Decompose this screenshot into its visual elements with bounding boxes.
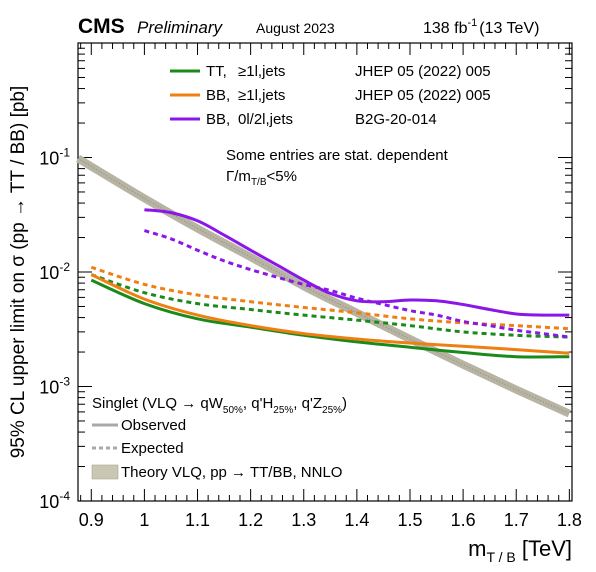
width-note-sub: T/B <box>251 177 267 188</box>
observed-curve <box>90 278 570 359</box>
x-axis-title: mT / B [TeV] <box>468 536 572 565</box>
singlet-w-sub: 50% <box>223 405 243 416</box>
x-tick-label: 1.2 <box>238 510 263 530</box>
data-curves <box>75 155 571 418</box>
legend-channel-tt: ≥1l,jets <box>238 63 285 80</box>
singlet-title-end: ) <box>342 395 347 412</box>
lumi-exponent: -1 <box>467 17 477 29</box>
singlet-title-z: , q'Z <box>293 395 322 412</box>
y-tick-label: 10-4 <box>39 489 70 512</box>
axis-ticks: 0.9 1 1.1 1.2 1.3 1.4 1.5 1.6 1.7 1.810-410-310-2… <box>39 43 582 530</box>
legend-process-tt: TT, <box>206 63 227 80</box>
expected-curve <box>90 265 570 331</box>
lumi-value: 138 fb <box>423 20 468 37</box>
legend-process-bb-0l2l: BB, <box>206 111 230 128</box>
legend-bottom: Singlet (VLQ → qW50%, q'H25%, q'Z25%) Ob… <box>91 395 347 481</box>
y-tick-label: 10-3 <box>39 375 70 398</box>
y-tick-base: 10 <box>39 263 59 283</box>
x-axis-title-main: m <box>468 536 486 561</box>
legend-ref-bb-1l: JHEP 05 (2022) 005 <box>355 87 491 104</box>
legend-observed-label: Observed <box>121 417 186 434</box>
legend-ref-bb-0l2l: B2G-20-014 <box>355 111 437 128</box>
lumi-label: 138 fb-1 (13 TeV) <box>423 17 539 37</box>
stat-note: Some entries are stat. dependent <box>226 147 449 164</box>
legend-theory-band <box>91 464 119 480</box>
y-tick-label: 10-1 <box>39 146 70 169</box>
lumi-energy: (13 TeV) <box>479 20 539 37</box>
y-tick-base: 10 <box>39 149 59 169</box>
x-tick-label: 1.7 <box>504 510 529 530</box>
singlet-title-h: , q'H <box>243 395 273 412</box>
preliminary-label: Preliminary <box>137 18 224 37</box>
date-label: August 2023 <box>256 20 335 36</box>
x-tick-label: 1.6 <box>451 510 476 530</box>
cms-label: CMS <box>78 15 125 38</box>
y-tick-base: 10 <box>39 378 59 398</box>
expected-curve <box>143 229 570 339</box>
legend-channel-bb-1l: ≥1l,jets <box>238 87 285 104</box>
observed-curve <box>90 273 570 355</box>
width-note-main: Γ/m <box>226 168 251 185</box>
legend-expected-label: Expected <box>121 440 184 457</box>
legend-top: TT, ≥1l,jets JHEP 05 (2022) 005 BB, ≥1l,… <box>170 63 491 128</box>
y-tick-exponent: -2 <box>59 260 70 274</box>
y-tick-exponent: -3 <box>59 375 70 389</box>
legend-bottom-title: Singlet (VLQ → qW50%, q'H25%, q'Z25%) <box>92 395 347 416</box>
x-tick-label: 0.9 <box>79 510 104 530</box>
x-axis-title-unit: [TeV] <box>516 536 572 561</box>
legend-theory-label: Theory VLQ, pp → TT/BB, NNLO <box>121 464 342 481</box>
y-tick-exponent: -4 <box>59 489 70 503</box>
observed-curve <box>144 208 570 317</box>
x-axis-title-sub: T / B <box>486 549 515 565</box>
singlet-title-main: Singlet (VLQ → qW <box>92 395 224 412</box>
x-tick-label: 1.3 <box>291 510 316 530</box>
x-tick-label: 1 <box>139 510 149 530</box>
width-note: Γ/mT/B<5% <box>226 168 297 188</box>
x-tick-label: 1.5 <box>397 510 422 530</box>
legend-channel-bb-0l2l: 0l/2l,jets <box>238 111 293 128</box>
expected-curve <box>90 273 570 339</box>
x-tick-label: 1.4 <box>344 510 369 530</box>
legend-ref-tt: JHEP 05 (2022) 005 <box>355 63 491 80</box>
y-tick-label: 10-2 <box>39 260 70 283</box>
singlet-h-sub: 25% <box>273 405 293 416</box>
y-tick-base: 10 <box>39 492 59 512</box>
legend-process-bb-1l: BB, <box>206 87 230 104</box>
x-tick-label: 1.8 <box>557 510 582 530</box>
x-tick-label: 1.1 <box>185 510 210 530</box>
width-note-tail: <5% <box>267 168 297 185</box>
y-tick-exponent: -1 <box>59 146 70 160</box>
singlet-z-sub: 25% <box>322 405 342 416</box>
y-axis-title: 95% CL upper limit on σ (pp → TT / BB) [… <box>8 86 29 459</box>
